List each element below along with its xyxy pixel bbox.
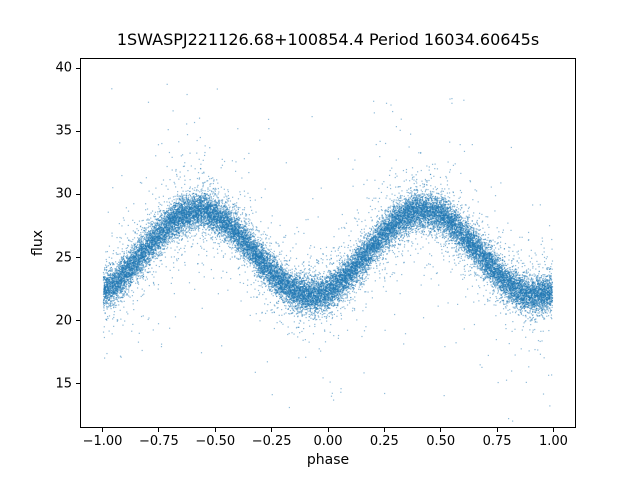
x-tick-mark: [440, 428, 442, 432]
x-tick-label: −0.50: [195, 434, 236, 449]
x-tick-label: 0.25: [369, 434, 399, 449]
scatter-points-canvas: [81, 59, 575, 427]
x-tick-mark: [383, 428, 385, 432]
y-tick-mark: [76, 193, 80, 195]
x-axis-label: phase: [306, 452, 350, 468]
x-tick-mark: [271, 428, 273, 432]
y-axis-label: flux: [30, 230, 46, 256]
y-tick-mark: [76, 130, 80, 132]
y-tick-label: 40: [55, 60, 72, 76]
chart-title: 1SWASPJ221126.68+100854.4 Period 16034.6…: [116, 30, 540, 49]
y-tick-label: 30: [55, 186, 72, 202]
x-tick-label: 0.00: [313, 434, 343, 449]
x-tick-mark: [158, 428, 160, 432]
x-tick-label: 0.75: [482, 434, 512, 449]
y-tick-mark: [76, 257, 80, 259]
x-tick-mark: [102, 428, 104, 432]
x-tick-label: 0.50: [426, 434, 456, 449]
y-tick-label: 15: [55, 376, 72, 392]
x-tick-label: −0.25: [251, 434, 292, 449]
x-tick-label: −1.00: [82, 434, 123, 449]
x-tick-label: 1.00: [538, 434, 568, 449]
plot-area: [80, 58, 576, 428]
x-tick-label: −0.75: [138, 434, 179, 449]
y-tick-label: 20: [55, 313, 72, 329]
y-tick-mark: [76, 67, 80, 69]
y-tick-label: 25: [55, 250, 72, 266]
x-tick-mark: [214, 428, 216, 432]
y-tick-mark: [76, 383, 80, 385]
y-tick-label: 35: [55, 123, 72, 139]
x-tick-mark: [552, 428, 554, 432]
x-tick-mark: [327, 428, 329, 432]
x-tick-mark: [496, 428, 498, 432]
y-tick-mark: [76, 320, 80, 322]
